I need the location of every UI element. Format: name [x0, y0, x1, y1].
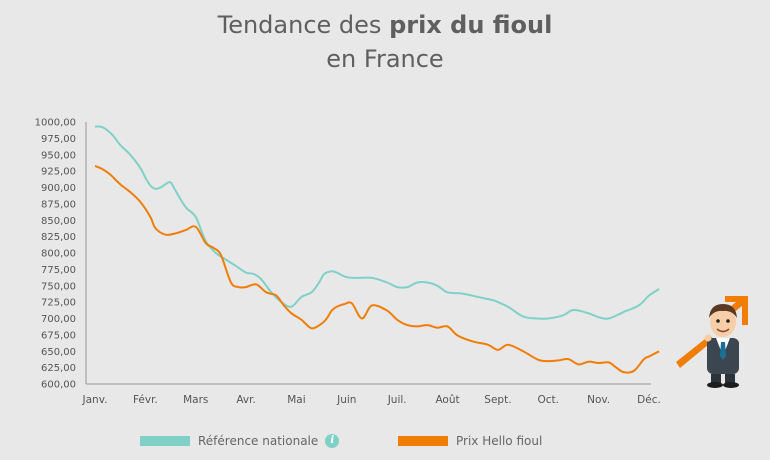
y-tick-label: 825,00	[41, 232, 76, 243]
y-tick-label: 925,00	[41, 167, 76, 178]
title-line-1: Tendance des prix du fioul	[0, 8, 770, 42]
y-axis-ticks: 1000,00 975,00 950,00 925,00 900,00 875,00 850…	[35, 118, 76, 391]
x-tick-label: Août	[435, 394, 459, 406]
y-tick-label: 675,00	[41, 330, 76, 341]
y-tick-label: 700,00	[41, 314, 76, 325]
mascot-businessman-icon	[676, 296, 748, 388]
y-tick-label: 1000,00	[35, 118, 76, 129]
info-icon[interactable]: i	[325, 434, 340, 448]
x-axis-ticks: Janv. Févr. Mars Avr. Mai Juin Juil. Août Sept. O…	[82, 394, 661, 406]
title-bold: prix du fioul	[389, 11, 553, 39]
y-tick-label: 975,00	[41, 134, 76, 145]
y-tick-label: 625,00	[41, 363, 76, 374]
legend: Référence nationale i Prix Hello fioul	[0, 434, 770, 454]
x-tick-label: Oct.	[538, 394, 560, 406]
x-tick-label: Déc.	[637, 394, 661, 406]
y-tick-label: 600,00	[41, 380, 76, 391]
x-tick-label: Févr.	[133, 394, 158, 406]
y-tick-label: 850,00	[41, 216, 76, 227]
y-tick-label: 750,00	[41, 281, 76, 292]
title-normal: Tendance des	[217, 11, 390, 39]
y-tick-label: 800,00	[41, 249, 76, 260]
series-line-national	[94, 125, 660, 320]
x-tick-label: Juil.	[387, 394, 407, 406]
legend-swatch-national	[140, 436, 190, 446]
y-tick-label: 900,00	[41, 183, 76, 194]
x-tick-label: Juin	[336, 394, 356, 406]
y-tick-label: 650,00	[41, 347, 76, 358]
legend-item-national[interactable]: Référence nationale i	[140, 434, 340, 448]
x-tick-label: Mai	[287, 394, 305, 406]
y-tick-label: 875,00	[41, 199, 76, 210]
series-lines	[94, 125, 660, 374]
x-tick-label: Nov.	[587, 394, 610, 406]
x-tick-label: Mars	[183, 394, 208, 406]
x-tick-label: Janv.	[82, 394, 108, 406]
chart-title: Tendance des prix du fioul en France	[0, 8, 770, 76]
legend-label-hello: Prix Hello fioul	[456, 434, 543, 448]
y-tick-label: 950,00	[41, 150, 76, 161]
legend-swatch-hello	[398, 436, 448, 446]
title-line-2: en France	[326, 45, 444, 73]
legend-label-national: Référence nationale	[198, 434, 319, 448]
series-line-hello	[94, 164, 660, 374]
x-tick-label: Sept.	[484, 394, 511, 406]
x-tick-label: Avr.	[236, 394, 255, 406]
y-tick-label: 725,00	[41, 298, 76, 309]
legend-item-hello[interactable]: Prix Hello fioul	[398, 434, 542, 448]
y-tick-label: 775,00	[41, 265, 76, 276]
